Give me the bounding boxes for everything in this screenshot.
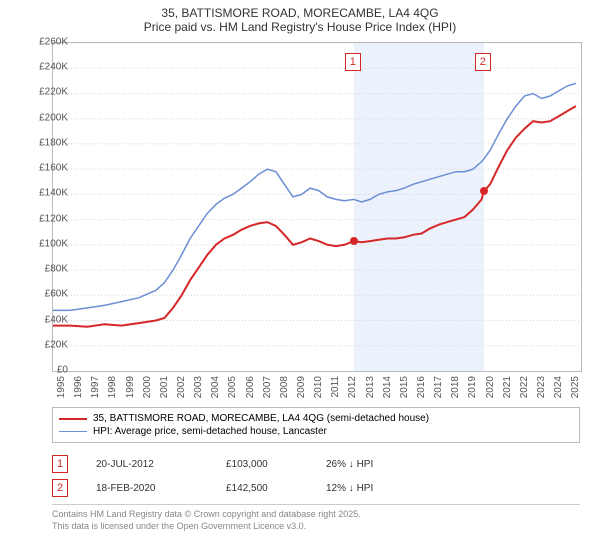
y-tick-label: £180K [24, 137, 68, 148]
x-tick-label: 2024 [553, 376, 564, 398]
y-tick-label: £100K [24, 238, 68, 249]
footer-line1: Contains HM Land Registry data © Crown c… [52, 509, 580, 521]
series-hpi [53, 83, 576, 310]
x-tick-label: 2016 [416, 376, 427, 398]
sale-marker-1: 1 [345, 53, 361, 71]
x-tick-label: 2006 [245, 376, 256, 398]
plot-area [52, 42, 582, 372]
x-tick-label: 2014 [382, 376, 393, 398]
y-tick-label: £140K [24, 188, 68, 199]
x-tick-label: 2025 [570, 376, 581, 398]
series-price-paid [53, 106, 576, 327]
x-tick-label: 2005 [227, 376, 238, 398]
sale-row-marker: 1 [52, 455, 68, 473]
x-tick-label: 2020 [485, 376, 496, 398]
y-tick-label: £120K [24, 213, 68, 224]
title-subtitle: Price paid vs. HM Land Registry's House … [10, 20, 590, 34]
x-tick-label: 2008 [279, 376, 290, 398]
title-address: 35, BATTISMORE ROAD, MORECAMBE, LA4 4QG [10, 6, 590, 20]
chart-container: 35, BATTISMORE ROAD, MORECAMBE, LA4 4QG … [0, 0, 600, 560]
legend-swatch [59, 418, 87, 420]
y-tick-label: £60K [24, 289, 68, 300]
sale-row-delta: 12% ↓ HPI [326, 483, 446, 494]
y-tick-label: £200K [24, 112, 68, 123]
y-tick-label: £220K [24, 87, 68, 98]
x-tick-label: 2003 [193, 376, 204, 398]
legend-label: HPI: Average price, semi-detached house,… [93, 426, 327, 437]
x-tick-label: 2013 [365, 376, 376, 398]
sale-point-1 [350, 237, 358, 245]
x-tick-label: 2018 [450, 376, 461, 398]
y-tick-label: £260K [24, 37, 68, 48]
sale-row-date: 20-JUL-2012 [96, 459, 226, 470]
legend: 35, BATTISMORE ROAD, MORECAMBE, LA4 4QG … [52, 407, 580, 443]
x-tick-label: 2022 [519, 376, 530, 398]
x-tick-label: 2019 [467, 376, 478, 398]
legend-item: 35, BATTISMORE ROAD, MORECAMBE, LA4 4QG … [59, 412, 573, 425]
y-tick-label: £0 [24, 365, 68, 376]
footer-line2: This data is licensed under the Open Gov… [52, 521, 580, 533]
legend-swatch [59, 431, 87, 432]
sales-table: 1 20-JUL-2012£103,00026% ↓ HPI 2 18-FEB-202… [52, 452, 580, 500]
sale-point-2 [480, 187, 488, 195]
x-tick-label: 2001 [159, 376, 170, 398]
x-tick-label: 1996 [73, 376, 84, 398]
y-tick-label: £160K [24, 163, 68, 174]
sale-row-date: 18-FEB-2020 [96, 483, 226, 494]
sale-row-delta: 26% ↓ HPI [326, 459, 446, 470]
sale-row: 1 20-JUL-2012£103,00026% ↓ HPI [52, 452, 580, 476]
y-tick-label: £80K [24, 264, 68, 275]
legend-label: 35, BATTISMORE ROAD, MORECAMBE, LA4 4QG … [93, 413, 429, 424]
x-tick-label: 2017 [433, 376, 444, 398]
y-tick-label: £40K [24, 314, 68, 325]
x-tick-label: 2010 [313, 376, 324, 398]
footer: Contains HM Land Registry data © Crown c… [52, 504, 580, 532]
title-area: 35, BATTISMORE ROAD, MORECAMBE, LA4 4QG … [0, 0, 600, 36]
sale-row: 2 18-FEB-2020£142,50012% ↓ HPI [52, 476, 580, 500]
gridlines-h [53, 43, 581, 346]
sale-marker-2: 2 [475, 53, 491, 71]
x-tick-label: 2009 [296, 376, 307, 398]
x-tick-label: 2002 [176, 376, 187, 398]
x-tick-label: 1997 [90, 376, 101, 398]
x-tick-label: 2011 [330, 376, 341, 398]
x-tick-label: 2023 [536, 376, 547, 398]
x-tick-label: 1998 [107, 376, 118, 398]
x-tick-label: 2004 [210, 376, 221, 398]
legend-item: HPI: Average price, semi-detached house,… [59, 425, 573, 438]
x-tick-label: 1999 [125, 376, 136, 398]
y-tick-label: £240K [24, 62, 68, 73]
x-tick-label: 2021 [502, 376, 513, 398]
sale-row-marker: 2 [52, 479, 68, 497]
x-tick-label: 2012 [347, 376, 358, 398]
y-tick-label: £20K [24, 339, 68, 350]
sale-row-price: £142,500 [226, 483, 326, 494]
x-tick-label: 1995 [56, 376, 67, 398]
x-tick-label: 2007 [262, 376, 273, 398]
x-tick-label: 2000 [142, 376, 153, 398]
sale-row-price: £103,000 [226, 459, 326, 470]
x-tick-label: 2015 [399, 376, 410, 398]
chart-svg [53, 43, 581, 371]
